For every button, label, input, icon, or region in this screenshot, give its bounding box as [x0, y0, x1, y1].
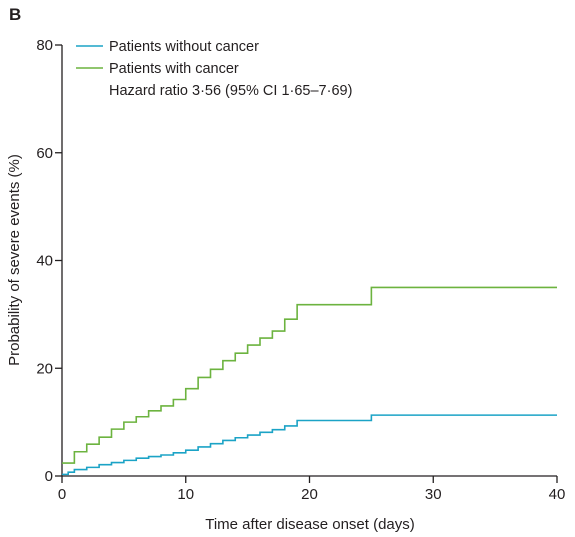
x-axis-title: Time after disease onset (days) [205, 516, 415, 533]
hazard-ratio-annotation: Hazard ratio 3·56 (95% CI 1·65–7·69) [109, 83, 352, 99]
x-tick-label: 20 [301, 486, 318, 503]
series-line-without-cancer [62, 414, 557, 476]
legend-label-with-cancer: Patients with cancer [109, 61, 239, 77]
x-tick-label: 0 [58, 486, 66, 503]
y-tick-label: 0 [45, 468, 53, 485]
axes: 0 10 20 30 40 0 20 40 60 80 [36, 37, 565, 503]
y-tick-label: 60 [36, 145, 53, 162]
x-tick-label: 40 [549, 486, 566, 503]
x-tick-label: 30 [425, 486, 442, 503]
y-axis-title: Probability of severe events (%) [6, 154, 23, 366]
series-layer [62, 286, 557, 476]
legend-label-without-cancer: Patients without cancer [109, 39, 259, 55]
series-line-with-cancer [62, 286, 557, 464]
panel-label: B [9, 5, 22, 24]
y-tick-label: 40 [36, 253, 53, 270]
x-tick-label: 10 [177, 486, 194, 503]
legend: Patients without cancer Patients with ca… [76, 39, 352, 99]
y-tick-label: 20 [36, 360, 53, 377]
y-tick-label: 80 [36, 37, 53, 54]
